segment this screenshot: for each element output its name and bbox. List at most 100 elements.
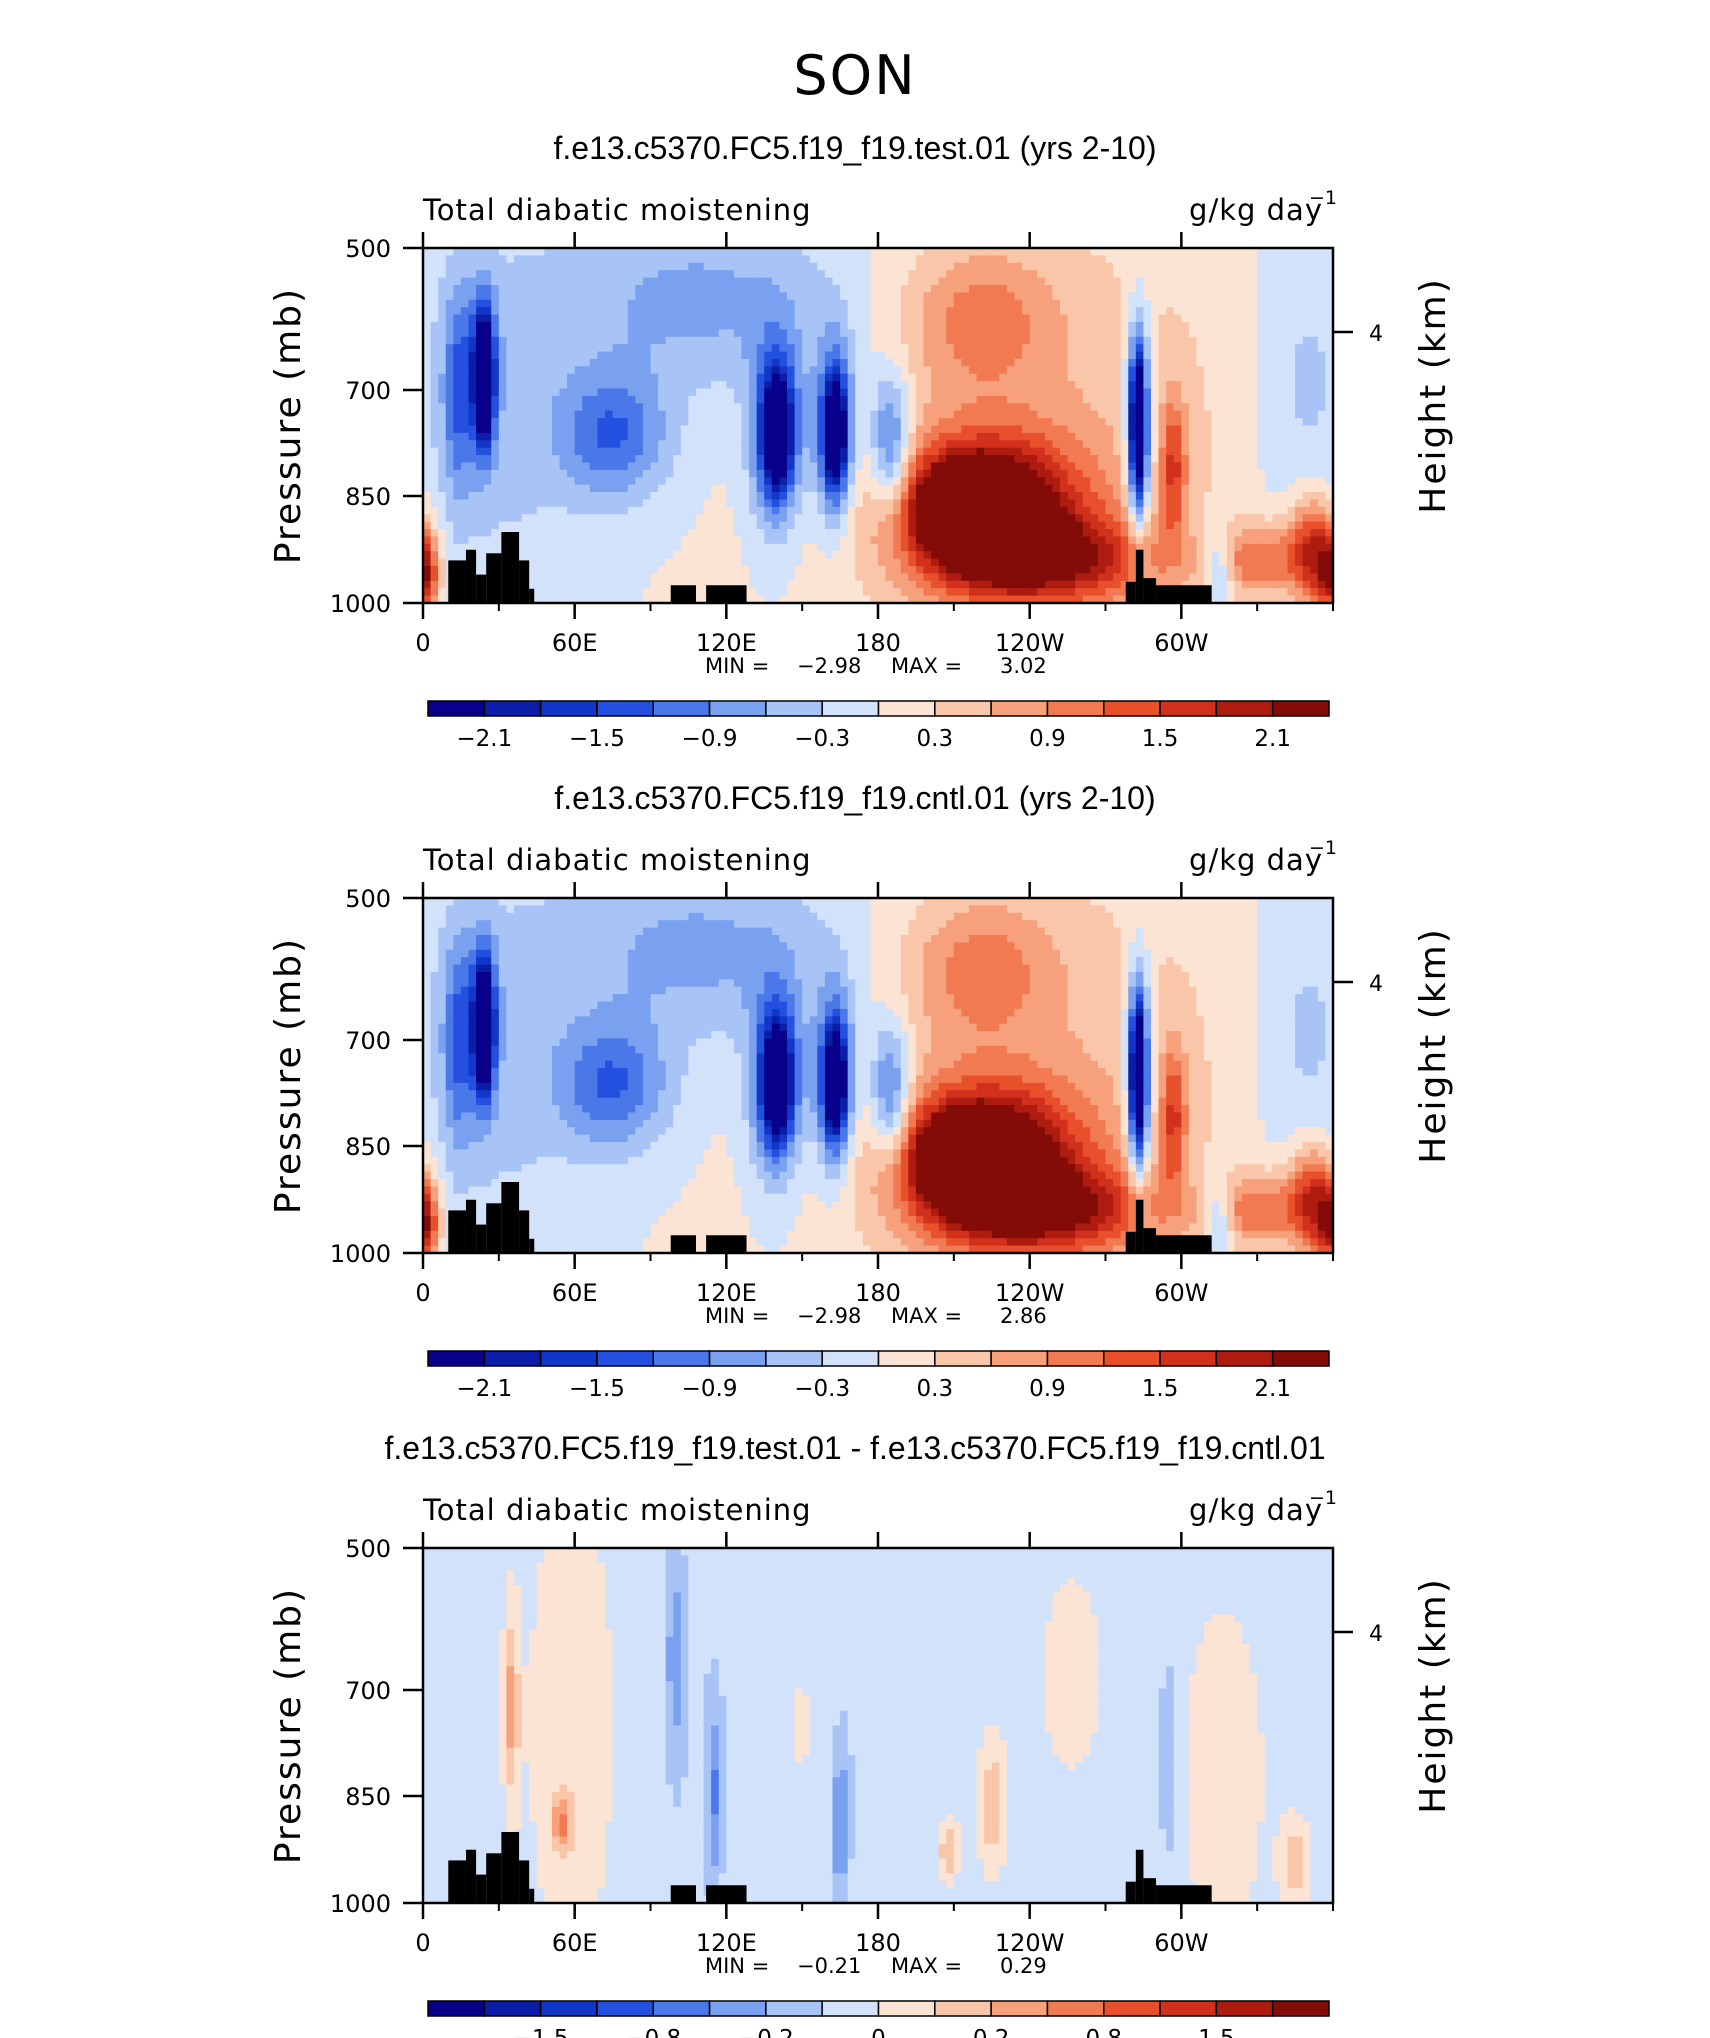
contour-cell xyxy=(1257,284,1266,293)
contour-cell xyxy=(620,499,629,508)
contour-cell xyxy=(711,403,720,412)
contour-cell xyxy=(460,514,470,523)
contour-cell xyxy=(605,321,614,330)
contour-cell xyxy=(430,462,439,471)
contour-cell xyxy=(1097,270,1107,279)
contour-cell xyxy=(453,410,462,419)
contour-cell xyxy=(931,410,940,419)
contour-cell xyxy=(635,358,644,367)
contour-cell xyxy=(817,314,826,323)
contour-cell xyxy=(673,403,682,412)
contour-cell xyxy=(840,284,849,293)
contour-cell xyxy=(756,395,765,404)
contour-cell xyxy=(946,366,955,375)
contour-cell xyxy=(726,381,735,390)
contour-cell xyxy=(430,484,439,493)
contour-cell xyxy=(1317,403,1327,412)
contour-cell xyxy=(1044,469,1054,478)
contour-cell xyxy=(923,506,932,515)
contour-cell xyxy=(453,277,462,286)
contour-cell xyxy=(665,284,674,293)
contour-cell xyxy=(893,403,902,412)
contour-cell xyxy=(1211,432,1220,441)
contour-cell xyxy=(559,255,568,264)
contour-cell xyxy=(1302,373,1311,382)
contour-cell xyxy=(832,425,841,434)
contour-cell xyxy=(1090,366,1099,375)
contour-cell xyxy=(1264,307,1273,316)
contour-cell xyxy=(567,381,576,390)
contour-cell xyxy=(1181,321,1190,330)
contour-cell xyxy=(567,284,576,293)
contour-cell xyxy=(438,351,447,360)
contour-cell xyxy=(1120,477,1129,486)
contour-cell xyxy=(1181,284,1190,293)
contour-cell xyxy=(605,425,614,434)
contour-cell xyxy=(1113,484,1122,493)
contour-cell xyxy=(1044,248,1054,256)
contour-cell xyxy=(1257,499,1266,508)
contour-cell xyxy=(1287,381,1296,390)
contour-cell xyxy=(1143,543,1152,552)
contour-cell xyxy=(612,299,621,308)
contour-cell xyxy=(468,284,477,293)
contour-cell xyxy=(779,270,788,279)
contour-cell xyxy=(1264,543,1273,552)
contour-cell xyxy=(824,373,834,382)
contour-cell xyxy=(771,521,781,530)
contour-cell xyxy=(1264,248,1273,256)
contour-cell xyxy=(893,410,902,419)
contour-cell xyxy=(1310,492,1319,501)
contour-cell xyxy=(1067,314,1076,323)
contour-cell xyxy=(893,425,902,434)
contour-cell xyxy=(764,477,773,486)
contour-cell xyxy=(521,499,530,508)
contour-cell xyxy=(1166,455,1175,464)
contour-cell xyxy=(1272,321,1281,330)
contour-cell xyxy=(749,358,758,367)
contour-cell xyxy=(946,248,955,256)
contour-cell xyxy=(969,307,978,316)
contour-cell xyxy=(1113,536,1122,545)
contour-cell xyxy=(718,358,727,367)
contour-cell xyxy=(1022,462,1031,471)
contour-cell xyxy=(893,284,902,293)
contour-cell xyxy=(1272,484,1281,493)
contour-cell xyxy=(900,292,909,301)
contour-cell xyxy=(582,344,591,353)
contour-cell xyxy=(794,418,803,427)
contour-cell xyxy=(1226,477,1236,486)
contour-cell xyxy=(529,255,538,264)
contour-cell xyxy=(787,499,796,508)
contour-cell xyxy=(1181,418,1190,427)
contour-cell xyxy=(1249,373,1258,382)
contour-cell xyxy=(612,314,621,323)
contour-cell xyxy=(438,321,447,330)
contour-cell xyxy=(749,388,758,397)
contour-cell xyxy=(597,492,606,501)
contour-cell xyxy=(840,255,849,264)
contour-cell xyxy=(1090,499,1099,508)
contour-cell xyxy=(1158,277,1167,286)
contour-cell xyxy=(605,307,614,316)
contour-cell xyxy=(779,292,788,301)
contour-cell xyxy=(908,499,917,508)
contour-cell xyxy=(680,270,690,279)
contour-cell xyxy=(1044,358,1054,367)
contour-cell xyxy=(1006,292,1016,301)
contour-cell xyxy=(1022,366,1031,375)
contour-cell xyxy=(1067,358,1076,367)
contour-cell xyxy=(1067,521,1076,530)
contour-cell xyxy=(870,403,879,412)
contour-cell xyxy=(1317,299,1327,308)
contour-cell xyxy=(529,292,538,301)
contour-cell xyxy=(673,284,682,293)
contour-cell xyxy=(1257,270,1266,279)
contour-cell xyxy=(574,410,583,419)
contour-cell xyxy=(514,277,523,286)
contour-cell xyxy=(1029,277,1038,286)
contour-cell xyxy=(885,469,894,478)
contour-cell xyxy=(1060,366,1069,375)
contour-cell xyxy=(1219,307,1228,316)
contour-cell xyxy=(1272,351,1281,360)
